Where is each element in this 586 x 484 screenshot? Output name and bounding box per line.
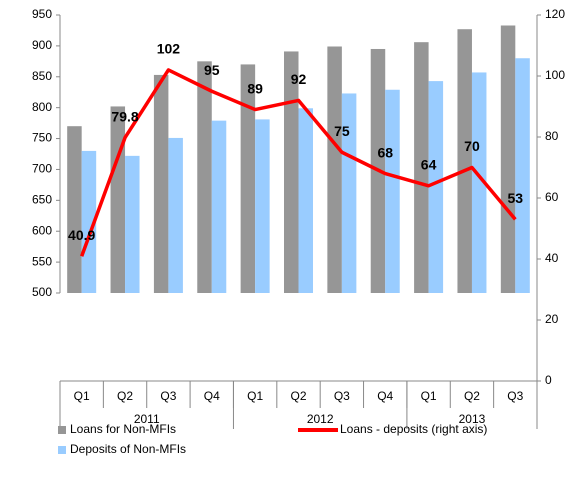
group-label: 2012 [307, 412, 334, 426]
bar [197, 61, 212, 294]
data-label: 95 [204, 62, 220, 78]
y2-tick-label: 40 [545, 251, 559, 265]
data-label: 64 [421, 157, 437, 173]
bar [168, 137, 183, 293]
y-tick-label: 850 [32, 69, 52, 83]
bar [153, 74, 169, 294]
x-tick-label: Q3 [334, 389, 350, 403]
legend-swatch [58, 446, 66, 454]
y-tick-label: 900 [32, 38, 52, 52]
y-tick-label: 750 [32, 131, 52, 145]
bar [500, 25, 516, 293]
data-label: 92 [291, 71, 307, 87]
x-tick-label: Q2 [117, 389, 133, 403]
y2-tick-label: 60 [545, 190, 559, 204]
bar [515, 58, 530, 293]
y-tick-label: 950 [32, 7, 52, 21]
bar [428, 81, 444, 293]
y2-tick-label: 0 [545, 373, 552, 387]
legend-swatch [58, 426, 66, 434]
data-label: 53 [508, 190, 524, 206]
y-tick-label: 800 [32, 100, 52, 114]
data-label: 40.9 [68, 227, 95, 243]
data-label: 79.8 [111, 108, 138, 124]
y2-tick-label: 100 [545, 68, 565, 82]
bar [81, 150, 97, 293]
y-tick-label: 700 [32, 162, 52, 176]
x-tick-label: Q1 [421, 389, 437, 403]
y-tick-label: 600 [32, 223, 52, 237]
bar [298, 108, 313, 293]
bar [110, 106, 126, 293]
x-tick-label: Q4 [204, 389, 220, 403]
x-tick-label: Q4 [377, 389, 393, 403]
bar [471, 72, 487, 293]
bar [385, 89, 400, 293]
data-label: 89 [247, 80, 263, 96]
x-tick-label: Q2 [464, 389, 480, 403]
y2-tick-label: 20 [545, 312, 559, 326]
group-label: 2011 [134, 412, 160, 426]
y-tick-label: 500 [32, 285, 52, 299]
line-series [80, 68, 517, 257]
x-tick-label: Q3 [160, 389, 176, 403]
bar [211, 120, 227, 293]
legend-label: Loans - deposits (right axis) [340, 422, 487, 436]
x-tick-label: Q2 [290, 389, 306, 403]
bar [240, 64, 256, 293]
y-tick-label: 650 [32, 193, 52, 207]
y2-tick-label: 80 [545, 129, 559, 143]
bar [341, 93, 357, 293]
data-label: 70 [464, 138, 480, 154]
bar [125, 155, 140, 293]
legend-label: Deposits of Non-MFIs [70, 442, 186, 456]
y2-tick-label: 120 [545, 7, 565, 21]
legend-label: Loans for Non-MFIs [70, 422, 176, 436]
data-label: 75 [334, 123, 350, 139]
bar [255, 119, 270, 293]
bar [414, 42, 429, 293]
x-tick-label: Q1 [74, 389, 90, 403]
bar [67, 126, 82, 293]
x-tick-label: Q1 [247, 389, 263, 403]
bar [457, 29, 472, 293]
data-label: 102 [157, 41, 181, 57]
data-label: 68 [377, 144, 393, 160]
y-tick-label: 550 [32, 254, 52, 268]
group-label: 2013 [459, 412, 486, 426]
bar [284, 51, 299, 294]
bar [327, 46, 342, 293]
x-tick-label: Q3 [507, 389, 523, 403]
